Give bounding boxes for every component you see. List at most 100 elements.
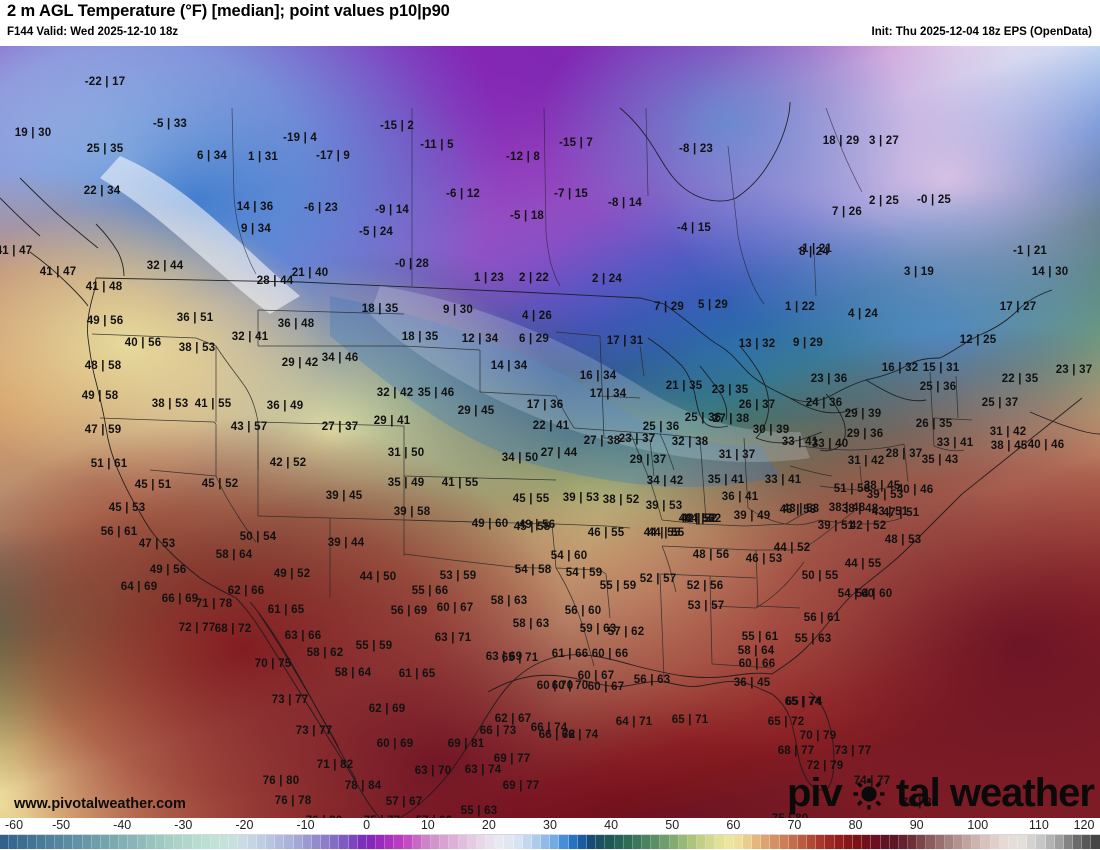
point-value-label: 19 | 30 — [14, 127, 52, 139]
point-value-label: 56 | 60 — [564, 605, 602, 617]
point-value-label: 74 | 77 — [853, 775, 891, 787]
colorbar-band — [467, 834, 477, 849]
point-value-label: 61 | 66 — [551, 648, 589, 660]
point-value-label: 72 | 77 — [178, 622, 216, 634]
point-value-label: 45 | 55 — [512, 493, 550, 505]
point-value-label: -15 | 2 — [379, 120, 415, 132]
colorbar-band — [174, 834, 184, 849]
point-value-label: -8 | 14 — [607, 197, 643, 209]
point-value-label: -6 | 23 — [303, 202, 339, 214]
point-value-label: 14 | 36 — [236, 201, 274, 213]
point-value-label: 55 | 63 — [794, 633, 832, 645]
point-value-label: 75 | 77 — [364, 815, 401, 818]
point-value-label: 27 | 37 — [321, 421, 359, 433]
point-value-label: 32 | 38 — [671, 436, 709, 448]
point-value-label: 39 | 53 — [562, 492, 600, 504]
colorbar-band — [165, 834, 175, 849]
colorbar-band — [64, 834, 74, 849]
point-value-label: 23 | 35 — [711, 384, 749, 396]
colorbar-tick: 40 — [604, 818, 619, 832]
colorbar-band — [1063, 834, 1074, 849]
point-value-label: 73 | 77 — [295, 725, 333, 737]
point-value-label: 12 | 25 — [959, 334, 997, 346]
point-value-label: 61 | 65 — [267, 604, 305, 616]
point-value-label: 52 | 57 — [639, 573, 677, 585]
point-value-label: 27 | 38 — [712, 413, 750, 425]
point-value-label: 36 | 48 — [277, 318, 315, 330]
colorbar-band — [825, 834, 835, 849]
point-value-label: 60 | 69 — [376, 738, 414, 750]
point-value-label: 71 | 78 — [195, 598, 233, 610]
colorbar-tick: -30 — [174, 818, 193, 832]
colorbar-legend[interactable]: -60 -50 -40 -30 -20 -10 0 10 20 30 40 50 60 70 80 90 100… — [0, 818, 1100, 850]
point-value-label: 50 | 55 — [801, 570, 839, 582]
point-value-label: 75 | 80 — [901, 797, 939, 809]
point-value-label: 75 | 80 — [772, 813, 809, 818]
point-value-label: 16 | 34 — [579, 370, 617, 382]
point-value-label: 17 | 34 — [589, 388, 627, 400]
point-value-label: 42 | 52 — [269, 457, 307, 469]
colorbar-band — [1073, 834, 1083, 849]
colorbar-band — [128, 834, 138, 849]
point-value-label: 46 | 55 — [587, 527, 625, 539]
point-value-label: 6 | 34 — [197, 150, 227, 162]
colorbar-tick: 80 — [848, 818, 863, 832]
point-value-label: 44 | 55 — [844, 558, 882, 570]
colorbar-band — [321, 834, 331, 849]
point-value-label: 21 | 35 — [665, 380, 703, 392]
point-value-label: 30 | 39 — [752, 424, 790, 436]
point-value-label: 41 | 55 — [194, 398, 232, 410]
colorbar-band — [568, 834, 578, 849]
colorbar-band — [651, 834, 661, 849]
colorbar-band — [9, 834, 19, 849]
map-header: 2 m AGL Temperature (°F) [median]; point… — [0, 0, 1100, 46]
colorbar-band — [210, 834, 221, 849]
point-value-label: 40 | 56 — [124, 337, 162, 349]
point-value-label: 9 | 29 — [793, 337, 823, 349]
point-value-label: 22 | 34 — [83, 185, 121, 197]
point-value-label: 65 | 74 — [785, 696, 823, 708]
valid-time-label: F144 Valid: Wed 2025-12-10 18z — [7, 26, 179, 38]
colorbar-tick: -60 — [4, 818, 24, 832]
point-value-labels: 19 | 30 -22 | 17 -5 | 33 25 | 35 22 | 34 6 | … — [0, 46, 1100, 818]
point-value-label: 43 | 51 — [871, 506, 909, 518]
point-value-label: 44 | 50 — [359, 571, 397, 583]
point-value-label: 36 | 49 — [266, 400, 304, 412]
point-value-label: 45 | 53 — [108, 502, 146, 514]
point-value-label: 23 | 37 — [1055, 364, 1093, 376]
point-value-label: 32 | 42 — [376, 387, 414, 399]
point-value-label: 23 | 36 — [810, 373, 848, 385]
colorbar-band — [256, 834, 266, 849]
point-value-label: 69 | 77 — [493, 753, 531, 765]
point-value-label: 50 | 54 — [239, 531, 277, 543]
colorbar-band — [697, 834, 707, 849]
point-value-label: 32 | 44 — [146, 260, 184, 272]
point-value-label: 25 | 36 — [684, 412, 722, 424]
point-value-label: 62 | 67 — [494, 713, 532, 725]
point-value-label: 23 | 37 — [618, 433, 656, 445]
point-value-label: 4 | 24 — [848, 308, 878, 320]
point-value-label: 1 | 31 — [248, 151, 278, 163]
colorbar-tick: 90 — [909, 818, 924, 832]
colorbar-band — [898, 834, 909, 849]
colorbar-gradient[interactable] — [0, 834, 1100, 849]
point-value-label: 58 | 64 — [334, 667, 372, 679]
site-url-watermark: www.pivotalweather.com — [14, 796, 186, 812]
temperature-map[interactable]: 19 | 30 -22 | 17 -5 | 33 25 | 35 22 | 34 6 | … — [0, 46, 1100, 818]
point-value-label: 65 | 74 — [784, 696, 822, 708]
point-value-label: 31 | 50 — [387, 447, 425, 459]
colorbar-band — [55, 834, 65, 849]
point-value-label: 58 | 64 — [215, 549, 253, 561]
colorbar-band — [192, 834, 202, 849]
point-value-label: 55 | 63 — [460, 805, 498, 817]
point-value-label: 6 | 29 — [519, 333, 549, 345]
colorbar-band — [917, 834, 927, 849]
point-value-label: 55 | 59 — [355, 640, 393, 652]
point-value-label: 68 | 77 — [777, 745, 815, 757]
colorbar-band — [541, 834, 551, 849]
point-value-label: 65 | 72 — [767, 716, 805, 728]
point-value-label: 33 | 41 — [764, 474, 802, 486]
init-time-label: Init: Thu 2025-12-04 18z EPS (OpenData) — [871, 26, 1092, 38]
colorbar-band — [963, 834, 973, 849]
